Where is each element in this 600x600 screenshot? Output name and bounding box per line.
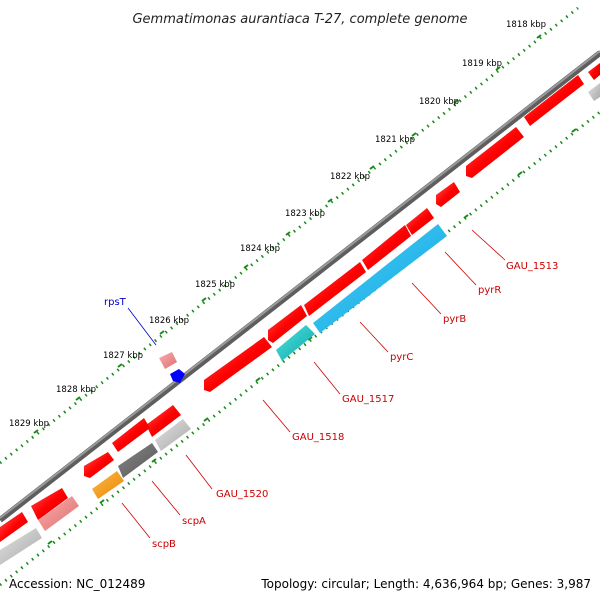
gene-arrow[interactable] [313, 224, 447, 333]
major-tick [463, 214, 469, 219]
gene-arrow[interactable] [436, 182, 460, 207]
gene-label[interactable]: GAU_1517 [342, 394, 394, 405]
major-tick [201, 297, 207, 302]
gene-arrow[interactable] [146, 405, 181, 437]
gene-arrow[interactable] [406, 208, 434, 235]
kbp-label: 1823 kbp [285, 209, 325, 219]
gene-arrow[interactable] [0, 528, 42, 565]
inner-tick-ruler [0, 110, 600, 587]
gene-label[interactable]: scpB [152, 539, 176, 550]
map-title: Gemmatimonas aurantiaca T-27, complete g… [132, 12, 467, 27]
gene-label[interactable]: scpA [182, 516, 206, 527]
kbp-label: 1829 kbp [9, 419, 49, 429]
kbp-label: 1827 kbp [103, 351, 143, 361]
gene-label[interactable]: rpsT [104, 297, 127, 308]
gene-arrow[interactable] [268, 305, 307, 343]
major-tick [75, 396, 81, 401]
kbp-label: 1826 kbp [149, 316, 189, 326]
kbp-label: 1822 kbp [330, 172, 370, 182]
accession-text: Accession: NC_012489 [9, 577, 146, 591]
major-tick [307, 336, 313, 341]
kbp-label: 1819 kbp [462, 59, 502, 69]
kbp-labels: 1818 kbp 1819 kbp 1820 kbp 1821 kbp 1822… [9, 20, 546, 429]
major-tick [243, 264, 249, 269]
gene-arrow[interactable] [362, 225, 411, 270]
gene-label[interactable]: GAU_1513 [506, 261, 558, 272]
kbp-label: 1818 kbp [506, 20, 546, 30]
major-tick [33, 429, 39, 434]
gene-label[interactable]: pyrB [443, 314, 466, 325]
major-tick [495, 66, 501, 71]
gene-arrow[interactable] [155, 419, 191, 451]
rna-features [159, 352, 185, 383]
topology-text: Topology: circular; Length: 4,636,964 bp… [261, 577, 591, 591]
major-tick [369, 165, 375, 170]
gene-arrow[interactable] [31, 488, 68, 520]
kbp-label: 1820 kbp [419, 97, 459, 107]
gene-arrow[interactable] [84, 452, 114, 478]
kbp-label: 1828 kbp [56, 385, 96, 395]
kbp-label: 1821 kbp [375, 135, 415, 145]
genome-backbone [0, 50, 600, 523]
gene-label[interactable]: GAU_1518 [292, 432, 344, 443]
major-tick [151, 458, 157, 463]
rna-feature[interactable] [170, 369, 185, 383]
gene-arrow[interactable] [304, 262, 366, 316]
major-tick [47, 540, 53, 545]
gene-label[interactable]: pyrC [390, 352, 413, 363]
gene-arrow[interactable] [204, 337, 272, 392]
gene-arrow[interactable] [159, 352, 177, 369]
major-tick [536, 34, 542, 39]
major-tick [517, 171, 523, 176]
gene-arrow[interactable] [38, 496, 79, 531]
reverse-strand-genes [0, 83, 600, 565]
gene-arrow[interactable] [466, 127, 524, 178]
gene-arrow[interactable] [276, 325, 315, 361]
gene-arrow[interactable] [92, 471, 124, 499]
kbp-label: 1824 kbp [240, 244, 280, 254]
major-tick [117, 363, 123, 368]
gene-arrow[interactable] [588, 63, 600, 80]
gene-arrow[interactable] [0, 512, 28, 542]
gene-arrow[interactable] [112, 418, 150, 452]
gene-label[interactable]: GAU_1520 [216, 489, 268, 500]
major-tick [453, 99, 459, 104]
major-tick [411, 132, 417, 137]
major-tick [203, 417, 209, 422]
major-tick [255, 377, 261, 382]
kbp-label: 1825 kbp [195, 280, 235, 290]
major-tick [571, 128, 577, 133]
gene-arrow[interactable] [588, 83, 600, 101]
gene-arrow[interactable] [524, 75, 584, 126]
gene-labels: GAU_1513 pyrR pyrB pyrC GAU_1517 GAU_151… [104, 261, 558, 550]
gene-arrow[interactable] [118, 443, 158, 478]
major-tick [327, 198, 333, 203]
outer-tick-ruler [0, 6, 579, 465]
major-tick [159, 330, 165, 335]
label-leaders [121, 229, 506, 539]
major-tick [99, 499, 105, 504]
major-tick [285, 231, 291, 236]
forward-strand-genes [0, 63, 600, 542]
gene-label[interactable]: pyrR [478, 285, 501, 296]
